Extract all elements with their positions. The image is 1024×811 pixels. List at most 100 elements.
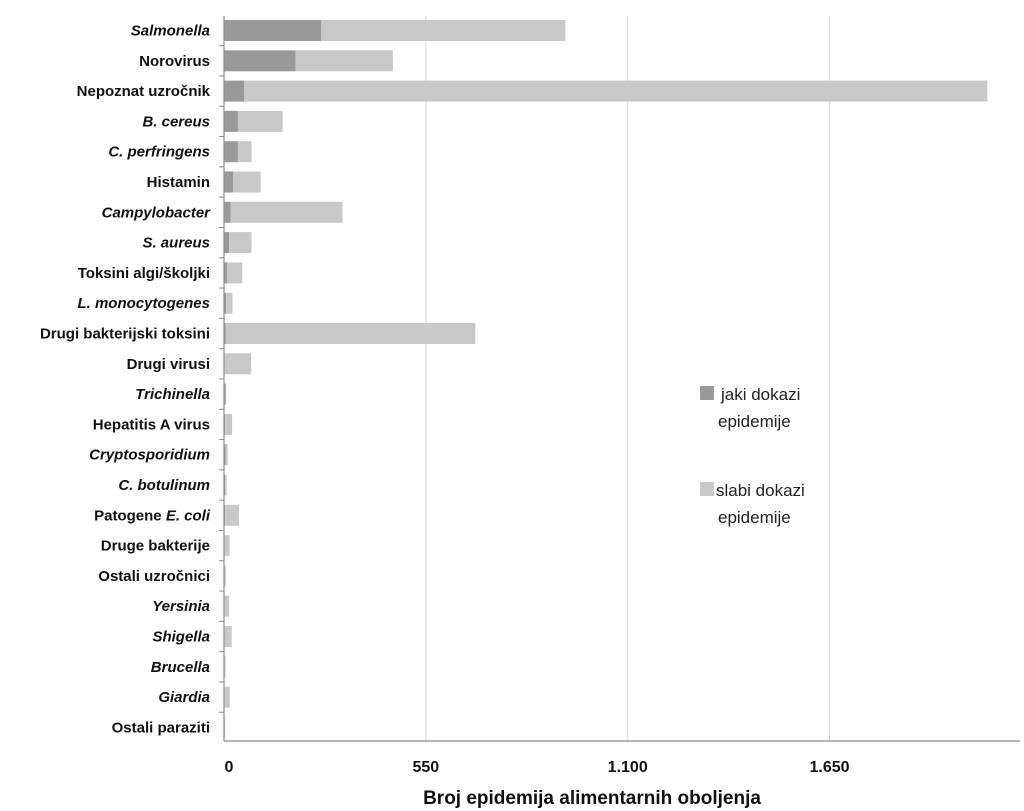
category-label-11: Drugi virusi (127, 356, 210, 373)
category-label-12: Trichinella (135, 386, 210, 403)
category-label-14: Cryptosporidium (89, 447, 210, 464)
bar-23-series-1 (224, 716, 226, 738)
category-label-6-part-0: Campylobacter (102, 204, 212, 221)
axes (219, 16, 1020, 742)
category-label-9-part-0: L. monocytogenes (77, 295, 210, 312)
category-label-5-part-0: Histamin (147, 174, 210, 191)
bar-22-series-1 (224, 686, 230, 708)
category-label-13: Hepatitis A virus (93, 416, 210, 433)
category-label-21-part-0: Brucella (151, 659, 210, 676)
legend-label-0-line-0: jaki dokazi (720, 385, 800, 404)
bar-15-series-1 (225, 474, 227, 496)
category-label-15: C. botulinum (118, 477, 210, 494)
category-label-3: B. cereus (142, 113, 210, 130)
category-label-2-part-0: Nepoznat uzročnik (77, 83, 211, 100)
legend-swatch-1 (700, 482, 714, 496)
bar-1-series-0 (224, 50, 296, 72)
x-tick-label-0: 0 (225, 759, 234, 776)
category-label-22-part-0: Giardia (158, 689, 210, 706)
bar-12-series-1 (225, 383, 227, 405)
x-axis-title: Broj epidemija alimentarnih oboljenja (423, 788, 761, 809)
category-label-10: Drugi bakterijski toksini (40, 326, 210, 343)
legend: jaki dokazi epidemije slabi dokazi epidemij… (700, 385, 805, 527)
category-label-16: Patogene E. coli (94, 507, 211, 524)
bar-9-series-1 (226, 292, 233, 314)
category-label-23-part-0: Ostali paraziti (112, 719, 210, 736)
category-label-9: L. monocytogenes (77, 295, 210, 312)
category-label-21: Brucella (151, 659, 210, 676)
category-labels: Salmonella Norovirus Nepoznat uzročnik B. c… (40, 23, 211, 737)
x-tick-label-2: 1.100 (608, 759, 648, 776)
grid-lines (425, 16, 831, 741)
category-label-11-part-0: Drugi virusi (127, 356, 210, 373)
legend-label-1-line-0: slabi dokazi (716, 481, 805, 500)
category-label-16-part-0: Patogene (94, 507, 166, 524)
category-label-17-part-0: Druge bakterije (101, 538, 210, 555)
category-label-17: Druge bakterije (101, 538, 210, 555)
category-label-1: Norovirus (139, 53, 210, 70)
category-label-20: Shigella (152, 629, 210, 646)
category-label-3-part-0: B. cereus (142, 113, 210, 130)
bars (224, 20, 988, 738)
bar-10-series-1 (225, 323, 476, 344)
category-label-0-part-0: Salmonella (131, 23, 210, 40)
category-label-14-part-0: Cryptosporidium (89, 447, 210, 464)
category-label-16-part-1: E. coli (166, 507, 211, 524)
bar-11-series-1 (224, 353, 252, 375)
legend-swatch-0 (700, 386, 714, 400)
bar-19-series-1 (224, 595, 230, 617)
bar-8-series-0 (224, 262, 227, 284)
bar-2-series-0 (224, 80, 245, 102)
bar-16-series-1 (225, 504, 240, 526)
category-label-8: Toksini algi/školjki (78, 265, 210, 282)
category-label-5: Histamin (147, 174, 210, 191)
bar-7-series-1 (229, 232, 252, 254)
category-label-15-part-0: C. botulinum (118, 477, 210, 494)
category-label-7-part-0: S. aureus (142, 235, 210, 252)
bar-12-series-0 (224, 383, 226, 405)
legend-label-0-line-1: epidemije (718, 412, 791, 431)
bar-20-series-1 (224, 626, 232, 647)
bar-1-series-1 (295, 50, 393, 72)
category-label-7: S. aureus (142, 235, 210, 252)
bar-3-series-0 (224, 110, 238, 132)
category-label-0: Salmonella (131, 23, 210, 40)
category-label-23: Ostali paraziti (112, 719, 210, 736)
category-label-1-part-0: Norovirus (139, 53, 210, 70)
bar-9-series-0 (224, 292, 227, 314)
category-label-8-part-0: Toksini algi/školjki (78, 265, 210, 282)
bar-0-series-1 (321, 20, 566, 41)
x-tick-label-1: 550 (412, 759, 439, 776)
bar-2-series-1 (244, 80, 988, 102)
legend-label-1-line-1: epidemije (718, 508, 791, 527)
bar-18-series-1 (224, 565, 226, 587)
bar-4-series-0 (224, 141, 238, 163)
bar-5-series-1 (233, 171, 261, 193)
category-label-2: Nepoznat uzročnik (77, 83, 211, 100)
bar-7-series-0 (224, 232, 230, 254)
bar-3-series-1 (237, 110, 283, 132)
bar-14-series-0 (224, 444, 226, 466)
x-tick-labels: 0 550 1.100 1.650 (225, 759, 850, 776)
category-label-4: C. perfringens (108, 144, 210, 161)
bar-21-series-1 (224, 656, 226, 678)
bar-5-series-0 (224, 171, 234, 193)
bar-14-series-1 (225, 444, 228, 466)
category-label-19-part-0: Yersinia (152, 598, 210, 615)
category-label-20-part-0: Shigella (152, 629, 210, 646)
bar-6-series-0 (224, 201, 231, 223)
category-label-10-part-0: Drugi bakterijski toksini (40, 326, 210, 343)
category-label-22: Giardia (158, 689, 210, 706)
x-tick-label-3: 1.650 (810, 759, 850, 776)
bar-0-series-0 (224, 20, 322, 41)
category-label-12-part-0: Trichinella (135, 386, 210, 403)
category-label-6: Campylobacter (102, 204, 212, 221)
bar-13-series-1 (225, 413, 233, 435)
category-label-19: Yersinia (152, 598, 210, 615)
bar-8-series-1 (226, 262, 243, 284)
category-label-13-part-0: Hepatitis A virus (93, 416, 210, 433)
bar-6-series-1 (230, 201, 343, 223)
bar-10-series-0 (224, 323, 226, 344)
category-label-18: Ostali uzročnici (98, 568, 210, 585)
